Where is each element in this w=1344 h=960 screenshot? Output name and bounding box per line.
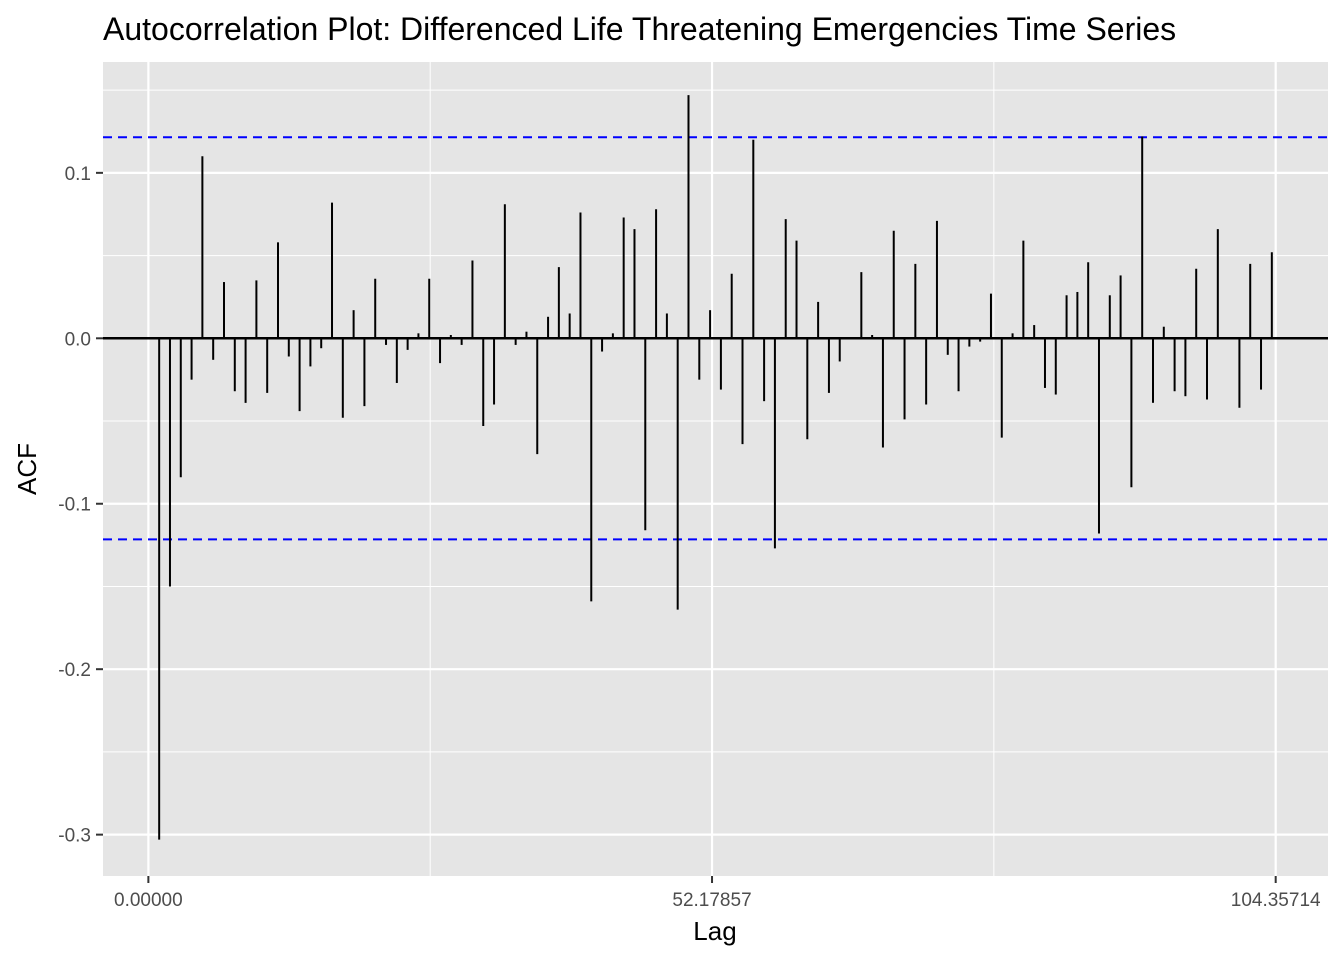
y-axis-label: ACF bbox=[12, 443, 42, 495]
y-axis: 0.1 0.0 -0.1 -0.2 -0.3 bbox=[58, 164, 103, 847]
y-tick-label: 0.0 bbox=[65, 329, 91, 350]
x-tick-label: 0.00000 bbox=[114, 890, 183, 911]
y-tick-label: -0.3 bbox=[58, 826, 91, 847]
acf-bars bbox=[158, 95, 1273, 840]
x-tick-label: 104.35714 bbox=[1231, 890, 1321, 911]
x-axis-label: Lag bbox=[693, 916, 736, 946]
y-tick-label: -0.1 bbox=[58, 495, 91, 516]
y-tick-label: -0.2 bbox=[58, 660, 91, 681]
confidence-bounds bbox=[103, 136, 1328, 541]
x-axis: 0.00000 52.17857 104.35714 bbox=[114, 876, 1321, 911]
y-tick-label: 0.1 bbox=[65, 164, 91, 185]
x-tick-label: 52.17857 bbox=[672, 890, 751, 911]
chart-title: Autocorrelation Plot: Differenced Life T… bbox=[103, 11, 1176, 47]
plot-panel bbox=[103, 62, 1328, 876]
